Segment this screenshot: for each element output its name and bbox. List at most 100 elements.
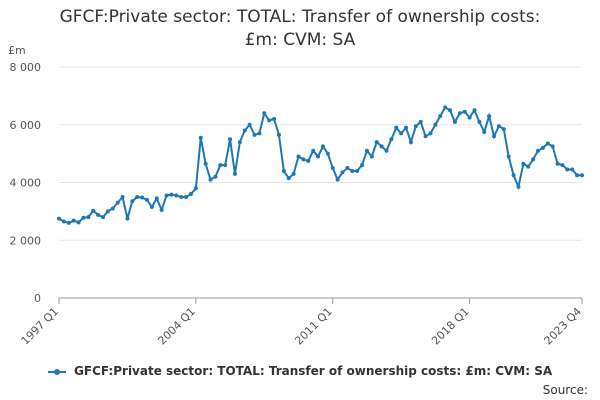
data-point	[105, 209, 110, 214]
y-tick-label: 4 000	[10, 177, 42, 190]
data-point	[203, 161, 208, 166]
data-point	[61, 219, 66, 224]
data-point	[443, 105, 448, 110]
data-point	[188, 192, 193, 197]
data-point	[96, 212, 101, 217]
data-point	[448, 108, 453, 113]
data-point	[66, 220, 71, 225]
data-point	[257, 131, 262, 136]
data-point	[404, 125, 409, 130]
data-point	[252, 132, 257, 137]
data-point	[164, 193, 169, 198]
data-point	[198, 135, 203, 140]
data-point	[110, 206, 115, 211]
data-point	[232, 171, 237, 176]
data-point	[487, 114, 492, 119]
data-point	[340, 170, 345, 175]
chart-title-line-1: GFCF:Private sector: TOTAL: Transfer of …	[59, 7, 541, 27]
data-point	[472, 108, 477, 113]
data-point	[218, 163, 223, 168]
data-point	[174, 193, 179, 198]
y-axis-ticks: 0 2 000 4 000 6 000 8 000	[10, 61, 42, 305]
x-tick-label: 2011 Q1	[292, 305, 335, 348]
data-point	[345, 166, 350, 171]
legend-line-marker-icon	[47, 368, 66, 375]
data-point	[482, 129, 487, 134]
data-point	[208, 177, 213, 182]
chart-title-line-2: £m: CVM: SA	[244, 30, 356, 50]
data-point	[457, 111, 462, 116]
data-point	[276, 132, 281, 137]
data-point	[81, 215, 86, 220]
data-point	[306, 158, 311, 163]
data-point	[379, 144, 384, 149]
data-point	[350, 168, 355, 173]
data-point	[242, 128, 247, 133]
data-point	[516, 184, 521, 189]
x-tick-label: 2004 Q1	[155, 305, 198, 348]
data-point	[281, 168, 286, 173]
data-point	[91, 208, 96, 213]
data-point	[125, 216, 130, 221]
data-point	[100, 215, 105, 220]
data-point	[384, 148, 389, 153]
x-tick-label: 1997 Q1	[19, 305, 62, 348]
data-point	[575, 173, 580, 178]
data-point	[360, 163, 365, 168]
data-point	[311, 148, 316, 153]
data-point	[423, 134, 428, 139]
data-point	[223, 163, 228, 168]
legend[interactable]: GFCF:Private sector: TOTAL: Transfer of …	[0, 364, 600, 378]
data-point	[550, 144, 555, 149]
data-point	[580, 173, 584, 178]
data-point	[135, 194, 140, 199]
data-point	[149, 205, 154, 210]
data-point	[301, 157, 306, 162]
data-point	[526, 164, 531, 169]
y-tick-label: 2 000	[10, 234, 42, 247]
data-point	[438, 114, 443, 119]
data-point	[120, 194, 125, 199]
data-point	[179, 194, 184, 199]
y-tick-label: 8 000	[10, 61, 42, 74]
y-axis-unit: £m	[8, 44, 26, 57]
legend-label: GFCF:Private sector: TOTAL: Transfer of …	[74, 364, 553, 378]
data-point	[511, 173, 516, 178]
data-point	[394, 125, 399, 130]
data-point	[130, 199, 135, 204]
data-point	[531, 157, 536, 162]
data-point	[267, 118, 272, 123]
data-point	[71, 218, 76, 223]
chart-title: GFCF:Private sector: TOTAL: Transfer of …	[0, 6, 600, 52]
data-point	[247, 122, 252, 127]
data-point	[159, 207, 164, 212]
data-point	[496, 124, 501, 129]
data-point	[506, 154, 511, 159]
data-point	[286, 176, 291, 181]
data-point	[57, 216, 61, 221]
x-tick-label: 2023 Q4	[542, 305, 585, 348]
data-point	[325, 151, 330, 156]
data-point	[462, 109, 467, 114]
data-point	[184, 194, 189, 199]
data-point	[330, 166, 335, 171]
data-point	[335, 177, 340, 182]
data-point	[555, 161, 560, 166]
data-point	[316, 154, 321, 159]
data-point	[452, 119, 457, 124]
x-axis: 1997 Q1 2004 Q1 2011 Q1 2018 Q1 2023 Q4	[19, 297, 585, 348]
data-point	[154, 196, 159, 201]
data-point	[193, 186, 198, 191]
data-point	[570, 167, 575, 172]
data-point	[140, 195, 145, 200]
series-group	[57, 105, 584, 225]
data-point	[428, 131, 433, 136]
data-point	[76, 220, 81, 225]
data-point	[521, 161, 526, 166]
data-point	[374, 140, 379, 145]
data-point	[169, 192, 174, 197]
data-point	[536, 148, 541, 153]
data-point	[320, 144, 325, 149]
y-tick-label: 6 000	[10, 119, 42, 132]
